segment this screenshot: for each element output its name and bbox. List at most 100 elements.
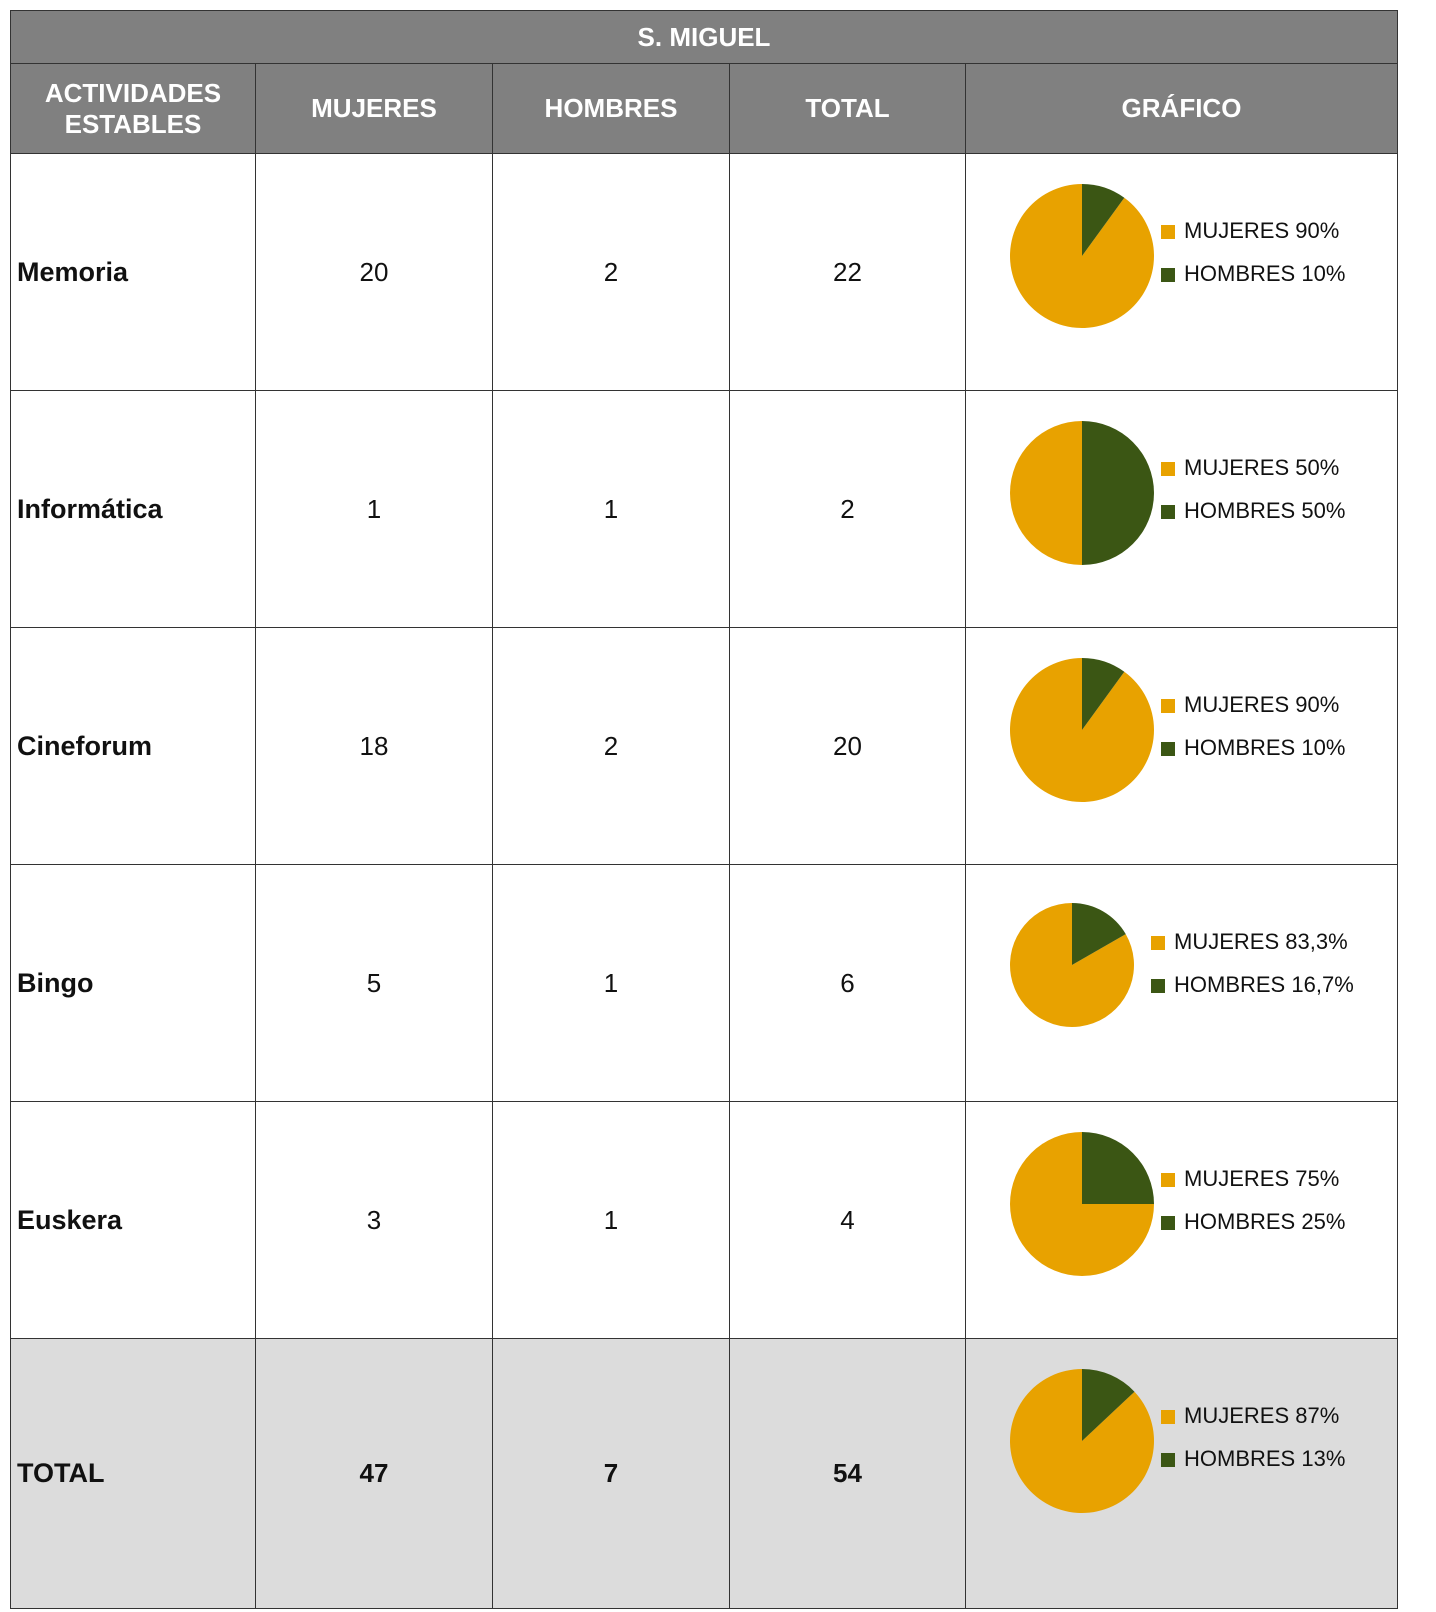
legend-label: HOMBRES 10% (1184, 735, 1345, 760)
cell: 1 (492, 1101, 730, 1339)
column-header: ACTIVIDADES ESTABLES (10, 63, 256, 154)
row-label: Euskera (10, 1101, 256, 1339)
pie-chart: MUJERES 87%HOMBRES 13% (1010, 1369, 1345, 1513)
legend-value: 75% (1295, 1166, 1339, 1191)
legend-value: 16,7% (1291, 972, 1353, 997)
legend-name: HOMBRES (1184, 1446, 1295, 1471)
pie-chart: MUJERES 75%HOMBRES 25% (1010, 1132, 1345, 1276)
legend-name: MUJERES (1184, 218, 1289, 243)
legend-label: MUJERES 87% (1184, 1403, 1339, 1428)
legend-swatch (1161, 225, 1175, 239)
chart-cell: MUJERES 90% HOMBRES 10% (965, 627, 1398, 865)
cell: 1 (255, 390, 493, 628)
cell: 2 (492, 153, 730, 391)
table-title: S. MIGUEL (10, 10, 1398, 64)
cell: 5 (255, 864, 493, 1102)
column-header: GRÁFICO (965, 63, 1398, 154)
column-header: MUJERES (255, 63, 493, 154)
row-label: TOTAL (10, 1338, 256, 1609)
legend-label: HOMBRES 13% (1184, 1446, 1345, 1471)
legend-value: 90% (1295, 218, 1339, 243)
row-label: Informática (10, 390, 256, 628)
column-header: HOMBRES (492, 63, 730, 154)
pie-chart: MUJERES 83,3%HOMBRES 16,7% (1010, 903, 1354, 1027)
table-row: Informática 1 1 2 MUJERES 50% HOMBRES 50% (10, 390, 1398, 628)
legend-swatch (1161, 268, 1175, 282)
cell: 1 (492, 864, 730, 1102)
table-row: Cineforum 18 2 20 MUJERES 90% HOMBRES 10% (10, 627, 1398, 865)
table-row: Memoria 20 2 22 MUJERES 90% HOMBRES 10% (10, 153, 1398, 391)
legend-label: MUJERES 83,3% (1174, 929, 1348, 954)
cell: 6 (729, 864, 966, 1102)
cell: 7 (492, 1338, 730, 1609)
legend-value: 83,3% (1285, 929, 1347, 954)
legend-swatch (1161, 742, 1175, 756)
data-table: S. MIGUEL ACTIVIDADES ESTABLES MUJERES HOM… (10, 10, 1398, 1609)
legend-name: HOMBRES (1184, 735, 1295, 760)
pie-chart: MUJERES 90%HOMBRES 10% (1010, 184, 1345, 328)
legend-swatch (1161, 505, 1175, 519)
pie-slice (1082, 421, 1154, 565)
legend-value: 50% (1295, 455, 1339, 480)
table-row: TOTAL 47 7 54 MUJERES 87% HOMBRES 13% (10, 1338, 1398, 1609)
cell: 22 (729, 153, 966, 391)
pie-slice (1082, 1369, 1135, 1441)
pie-chart: MUJERES 50%HOMBRES 50% (1010, 421, 1345, 565)
legend-swatch (1161, 462, 1175, 476)
legend-name: MUJERES (1184, 692, 1289, 717)
chart-cell: MUJERES 75% HOMBRES 25% (965, 1101, 1398, 1339)
table-row: Bingo 5 1 6 MUJERES 83,3% HOMBRES 16,7% (10, 864, 1398, 1102)
pie-chart: MUJERES 90%HOMBRES 10% (1010, 658, 1345, 802)
legend-name: HOMBRES (1184, 498, 1295, 523)
cell: 2 (729, 390, 966, 628)
column-header: TOTAL (729, 63, 966, 154)
cell: 20 (729, 627, 966, 865)
legend-value: 25% (1301, 1209, 1345, 1234)
legend-label: HOMBRES 16,7% (1174, 972, 1354, 997)
cell: 54 (729, 1338, 966, 1609)
cell: 1 (492, 390, 730, 628)
legend-swatch (1161, 1410, 1175, 1424)
legend-name: HOMBRES (1184, 1209, 1295, 1234)
legend-name: MUJERES (1184, 1403, 1289, 1428)
row-label: Bingo (10, 864, 256, 1102)
pie-slice (1082, 1132, 1154, 1204)
chart-cell: MUJERES 87% HOMBRES 13% (965, 1338, 1398, 1609)
legend-value: 13% (1301, 1446, 1345, 1471)
legend-value: 87% (1295, 1403, 1339, 1428)
legend-swatch (1161, 1453, 1175, 1467)
cell: 18 (255, 627, 493, 865)
chart-cell: MUJERES 50% HOMBRES 50% (965, 390, 1398, 628)
legend-value: 10% (1301, 735, 1345, 760)
chart-cell: MUJERES 83,3% HOMBRES 16,7% (965, 864, 1398, 1102)
pie-slice (1082, 658, 1125, 730)
legend-swatch (1161, 699, 1175, 713)
pie-slice (1010, 421, 1082, 565)
pie-slice (1072, 903, 1126, 965)
legend-swatch (1161, 1216, 1175, 1230)
legend-label: MUJERES 50% (1184, 455, 1339, 480)
legend-label: HOMBRES 25% (1184, 1209, 1345, 1234)
cell: 4 (729, 1101, 966, 1339)
legend-swatch (1151, 936, 1165, 950)
legend-value: 10% (1301, 261, 1345, 286)
legend-value: 90% (1295, 692, 1339, 717)
legend-swatch (1161, 1173, 1175, 1187)
legend-name: MUJERES (1184, 1166, 1289, 1191)
legend-value: 50% (1301, 498, 1345, 523)
chart-cell: MUJERES 90% HOMBRES 10% (965, 153, 1398, 391)
legend-label: MUJERES 75% (1184, 1166, 1339, 1191)
legend-label: HOMBRES 50% (1184, 498, 1345, 523)
legend-label: HOMBRES 10% (1184, 261, 1345, 286)
pie-slice (1082, 184, 1125, 256)
legend-name: MUJERES (1184, 455, 1289, 480)
legend-name: HOMBRES (1184, 261, 1295, 286)
legend-name: HOMBRES (1174, 972, 1285, 997)
cell: 20 (255, 153, 493, 391)
legend-name: MUJERES (1174, 929, 1279, 954)
cell: 2 (492, 627, 730, 865)
table-row: Euskera 3 1 4 MUJERES 75% HOMBRES 25% (10, 1101, 1398, 1339)
row-label: Cineforum (10, 627, 256, 865)
legend-swatch (1151, 979, 1165, 993)
